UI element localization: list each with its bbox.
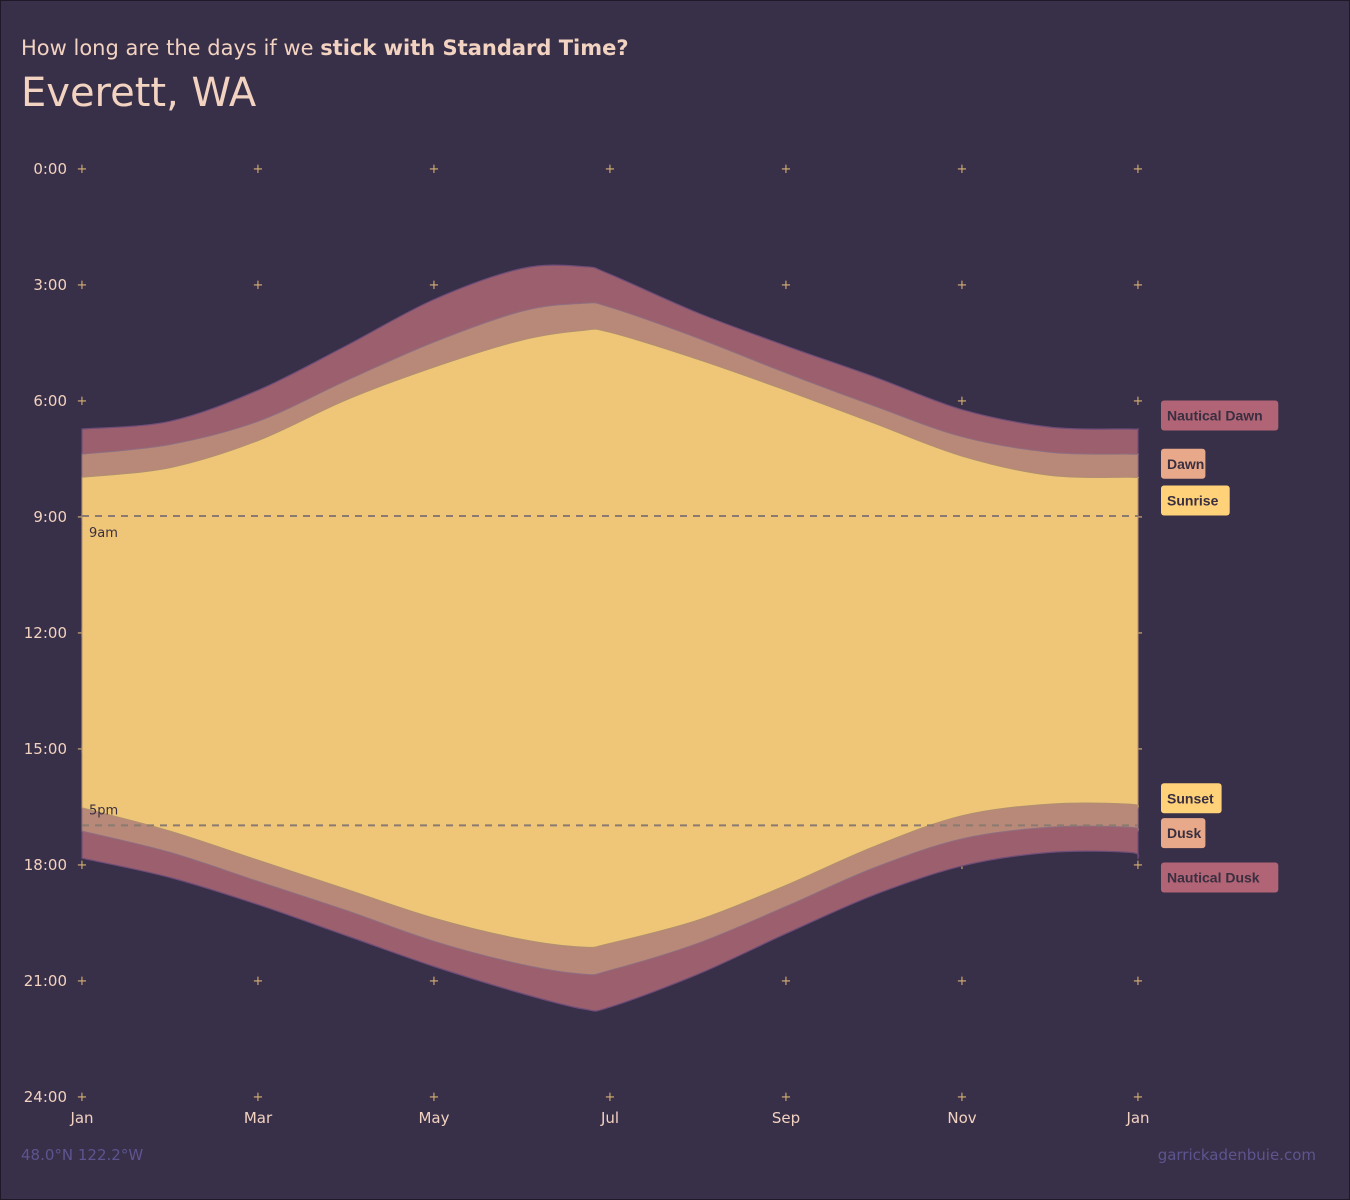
- y-tick-label: 3:00: [33, 276, 67, 294]
- grid-plus-marker: +: [781, 162, 792, 177]
- grid-plus-marker: +: [77, 1090, 88, 1105]
- y-tick-label: 15:00: [24, 740, 67, 758]
- legend-label-sunset: Sunset: [1161, 783, 1222, 814]
- grid-plus-marker: +: [77, 162, 88, 177]
- grid-plus-marker: +: [1133, 278, 1144, 293]
- legend-label-nautical-dusk: Nautical Dusk: [1161, 862, 1279, 893]
- legend-label-box: [1161, 448, 1206, 479]
- chart-subtitle: How long are the days if we stick with S…: [21, 36, 629, 60]
- x-tick-label: Nov: [947, 1109, 976, 1127]
- grid-plus-marker: +: [253, 1090, 264, 1105]
- subtitle-bold: stick with Standard Time?: [320, 36, 629, 60]
- y-tick-label: 24:00: [24, 1088, 67, 1106]
- x-tick-label: Mar: [244, 1109, 273, 1127]
- y-tick-label: 0:00: [33, 160, 67, 178]
- y-tick-label: 12:00: [24, 624, 67, 642]
- grid-plus-marker: +: [1133, 974, 1144, 989]
- grid-plus-marker: +: [957, 394, 968, 409]
- grid-plus-marker: +: [957, 974, 968, 989]
- grid-plus-marker: +: [253, 278, 264, 293]
- x-tick-label: Jan: [69, 1109, 93, 1127]
- twilight-bands: [81, 264, 1140, 1012]
- grid-plus-marker: +: [1133, 1090, 1144, 1105]
- grid-plus-marker: +: [253, 974, 264, 989]
- legend-label-dawn: Dawn: [1161, 448, 1206, 479]
- y-tick-label: 18:00: [24, 856, 67, 874]
- legend-label-box: [1161, 783, 1222, 814]
- legend-label-text: Dusk: [1167, 825, 1201, 841]
- grid-plus-marker: +: [605, 162, 616, 177]
- y-tick-label: 9:00: [33, 508, 67, 526]
- legend-label-dusk: Dusk: [1161, 818, 1206, 849]
- grid-plus-marker: +: [1133, 858, 1144, 873]
- x-tick-label: May: [418, 1109, 449, 1127]
- grid-plus-marker: +: [781, 1090, 792, 1105]
- coordinates-caption: 48.0°N 122.2°W: [21, 1146, 144, 1164]
- legend-label-nautical-dawn: Nautical Dawn: [1161, 400, 1279, 431]
- reference-label-5pm: 5pm: [89, 803, 118, 818]
- legend-label-text: Sunset: [1167, 790, 1214, 806]
- grid-plus-marker: +: [77, 974, 88, 989]
- x-tick-label: Sep: [772, 1109, 800, 1127]
- legend-label-text: Nautical Dusk: [1167, 870, 1260, 886]
- legend-label-text: Sunrise: [1167, 493, 1219, 509]
- grid-plus-marker: +: [1133, 162, 1144, 177]
- grid-plus-marker: +: [429, 278, 440, 293]
- grid-plus-marker: +: [429, 162, 440, 177]
- reference-label-9am: 9am: [89, 526, 118, 541]
- grid-plus-marker: +: [605, 1090, 616, 1105]
- y-tick-label: 6:00: [33, 392, 67, 410]
- legend-label-text: Dawn: [1167, 456, 1204, 472]
- grid-plus-marker: +: [1133, 394, 1144, 409]
- grid-plus-marker: +: [429, 1090, 440, 1105]
- subtitle-plain: How long are the days if we: [21, 36, 321, 60]
- grid-plus-marker: +: [253, 162, 264, 177]
- legend-label-text: Nautical Dawn: [1167, 407, 1263, 423]
- chart-title: Everett, WA: [21, 70, 257, 116]
- legend-label-box: [1161, 485, 1230, 516]
- legend-label-sunrise: Sunrise: [1161, 485, 1230, 516]
- grid-plus-marker: +: [77, 394, 88, 409]
- grid-plus-marker: +: [957, 1090, 968, 1105]
- grid-plus-marker: +: [77, 278, 88, 293]
- credit-caption: garrickadenbuie.com: [1157, 1146, 1316, 1164]
- daylight-band: [81, 328, 1140, 948]
- grid-plus-marker: +: [957, 162, 968, 177]
- y-tick-label: 21:00: [24, 972, 67, 990]
- legend-label-box: [1161, 400, 1279, 431]
- grid-plus-marker: +: [781, 278, 792, 293]
- legend-label-box: [1161, 818, 1206, 849]
- x-tick-label: Jan: [1125, 1109, 1149, 1127]
- grid-plus-marker: +: [781, 974, 792, 989]
- x-tick-label: Jul: [600, 1109, 619, 1127]
- grid-plus-marker: +: [77, 858, 88, 873]
- grid-plus-marker: +: [429, 974, 440, 989]
- grid-plus-marker: +: [957, 278, 968, 293]
- legend-label-box: [1161, 862, 1279, 893]
